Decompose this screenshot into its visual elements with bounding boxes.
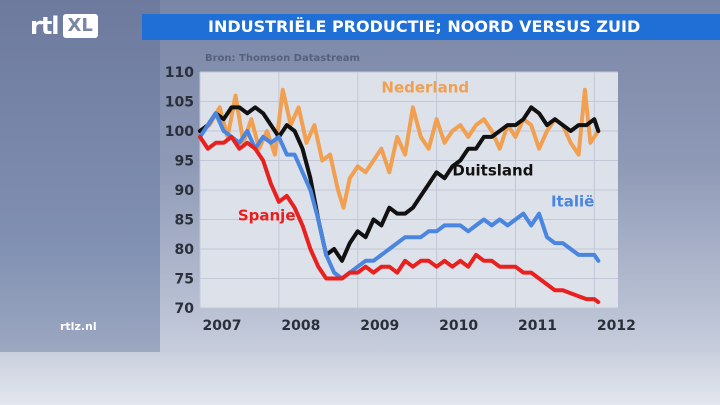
title-bar: INDUSTRIËLE PRODUCTIE; NOORD VERSUS ZUID (142, 14, 720, 40)
series-group (198, 87, 601, 305)
y-axis-ticks: 110 105 100 95 90 85 80 75 70 (165, 65, 194, 317)
series-line-itali (198, 111, 601, 281)
y-tick-label: 105 (165, 95, 194, 111)
x-tick-label: 2010 (439, 318, 478, 334)
y-tick-label: 100 (165, 124, 194, 140)
y-tick-label: 110 (165, 65, 194, 81)
x-axis-ticks: 2007 2008 2009 2010 2011 2012 (203, 318, 636, 334)
x-tick-label: 2008 (281, 318, 320, 334)
series-labels: Nederland Duitsland Italië Spanje (238, 79, 594, 225)
series-label: Spanje (238, 207, 296, 225)
logo-text: rtl (30, 12, 60, 40)
series-label: Duitsland (452, 161, 533, 179)
logo-badge: XL (62, 14, 98, 38)
y-tick-label: 95 (175, 154, 194, 170)
y-tick-label: 80 (175, 242, 195, 258)
background-panel-left (0, 0, 160, 405)
rtl-xl-logo: rtl XL (30, 12, 98, 40)
background-lower-band (0, 352, 720, 405)
y-tick-label: 70 (175, 301, 195, 317)
x-tick-label: 2007 (203, 318, 242, 334)
series-label: Nederland (381, 79, 469, 97)
series-line-spanje (198, 134, 601, 305)
series-label: Italië (551, 193, 594, 211)
site-url: rtlz.nl (60, 320, 97, 333)
x-tick-label: 2011 (518, 318, 557, 334)
series-line-duitsland (198, 105, 601, 263)
y-tick-label: 85 (175, 213, 194, 229)
x-tick-label: 2009 (360, 318, 399, 334)
chart-title: INDUSTRIËLE PRODUCTIE; NOORD VERSUS ZUID (208, 17, 641, 36)
source-label: Bron: Thomson Datastream (205, 53, 360, 64)
x-tick-label: 2012 (597, 318, 636, 334)
y-tick-label: 90 (175, 183, 195, 199)
y-tick-label: 75 (175, 272, 194, 288)
